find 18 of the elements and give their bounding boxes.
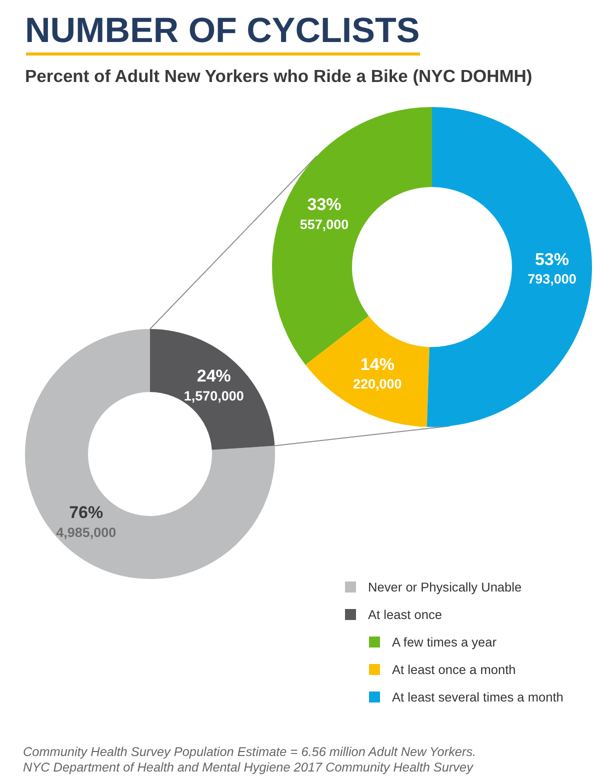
chart-title: NUMBER OF CYCLISTS — [25, 11, 420, 50]
legend-label: At least once a month — [392, 662, 516, 677]
legend-label: Never or Physically Unable — [368, 579, 522, 594]
legend-label: At least once — [368, 606, 442, 622]
legend-label: A few times a year — [392, 634, 498, 650]
donut-slice — [305, 316, 430, 427]
data-label: 14% 220,000 — [353, 354, 402, 392]
data-label: 33% 557,000 — [300, 195, 349, 232]
text: NYC Department of Health and Mental Hygiene 2017 Community Health Survey — [23, 760, 474, 774]
donut-slice — [25, 329, 275, 579]
data-label: 53% 793,000 — [528, 250, 576, 287]
data-label: 24% 1,570,000 — [184, 366, 244, 404]
donut-slice — [426, 107, 592, 427]
data-label: 76% 4,985,000 — [56, 503, 116, 540]
chart-subtitle: Percent of Adult New Yorkers who Ride a Bike (NYC DOHMH) — [25, 66, 532, 86]
text: Community Health Survey Population Estimate = 6.56 million Adult New Yorkers. — [23, 745, 476, 759]
legend-label: At least several times a month — [392, 689, 564, 704]
donut-slice — [150, 329, 275, 450]
